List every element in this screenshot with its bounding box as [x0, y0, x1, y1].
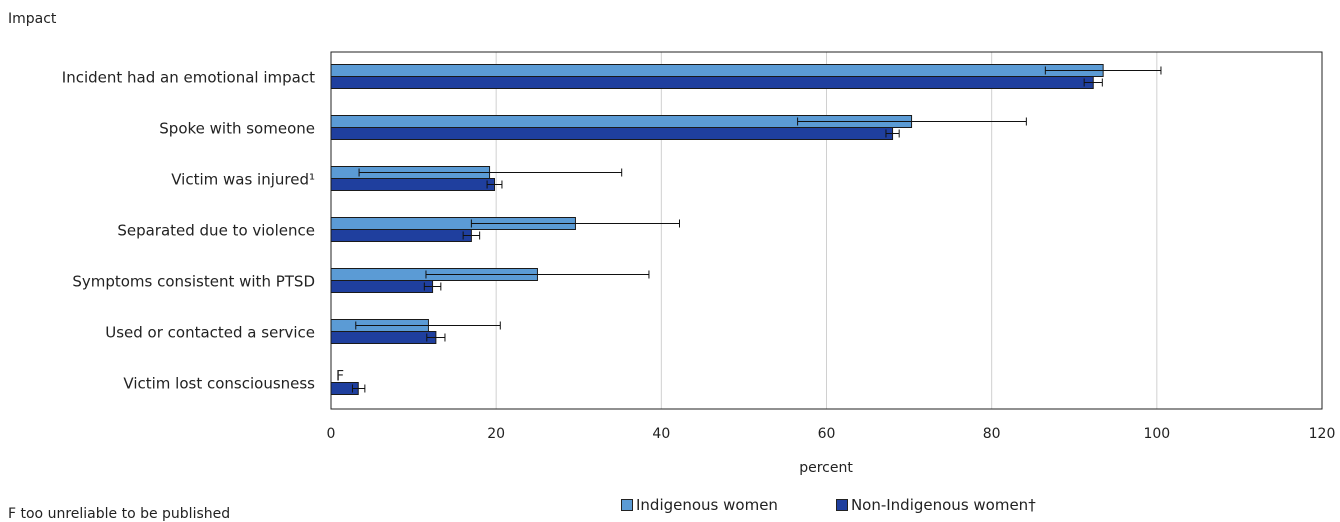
category-label: Victim lost consciousness [123, 375, 315, 393]
x-tick-label: 0 [327, 426, 336, 442]
bar-non-indigenous [330, 76, 1094, 89]
legend-label-non-indigenous: Non-Indigenous women† [850, 496, 1036, 514]
category-label: Symptoms consistent with PTSD [72, 273, 315, 291]
gridlines [495, 52, 1158, 409]
y-axis-title: Impact [8, 11, 57, 27]
legend: Indigenous women Non-Indigenous women† [621, 496, 1036, 514]
category-label: Spoke with someone [159, 120, 315, 138]
category-label: Incident had an emotional impact [62, 69, 315, 87]
x-tick-label: 40 [652, 426, 670, 442]
category-label: Victim was injured¹ [171, 171, 315, 189]
x-tick-label: 80 [983, 426, 1001, 442]
footnote: F too unreliable to be published [8, 506, 231, 522]
bars: F [330, 64, 1162, 395]
x-axis-label: percent [799, 460, 853, 476]
x-axis-ticks: 0 20 40 60 80 100 120 [327, 426, 1336, 442]
category-label: Separated due to violence [117, 222, 315, 240]
x-tick-label: 120 [1309, 426, 1336, 442]
x-tick-label: 20 [487, 426, 505, 442]
bar-non-indigenous [330, 280, 434, 293]
x-tick-label: 100 [1143, 426, 1170, 442]
bar-non-indigenous [330, 229, 472, 242]
legend-label-indigenous: Indigenous women [636, 496, 778, 514]
bar-indigenous [330, 64, 1104, 77]
category-labels: Incident had an emotional impact Spoke wi… [62, 69, 315, 393]
legend-item-indigenous: Indigenous women [621, 496, 778, 514]
legend-item-non-indigenous: Non-Indigenous women† [835, 496, 1036, 514]
legend-swatch-non-indigenous [835, 499, 848, 511]
x-tick-label: 60 [818, 426, 836, 442]
legend-swatch-indigenous [621, 499, 633, 511]
data-label: F [336, 369, 344, 385]
category-label: Used or contacted a service [105, 324, 315, 342]
bar-non-indigenous [330, 178, 496, 191]
bar-non-indigenous [330, 127, 894, 140]
bar-non-indigenous [330, 331, 437, 344]
